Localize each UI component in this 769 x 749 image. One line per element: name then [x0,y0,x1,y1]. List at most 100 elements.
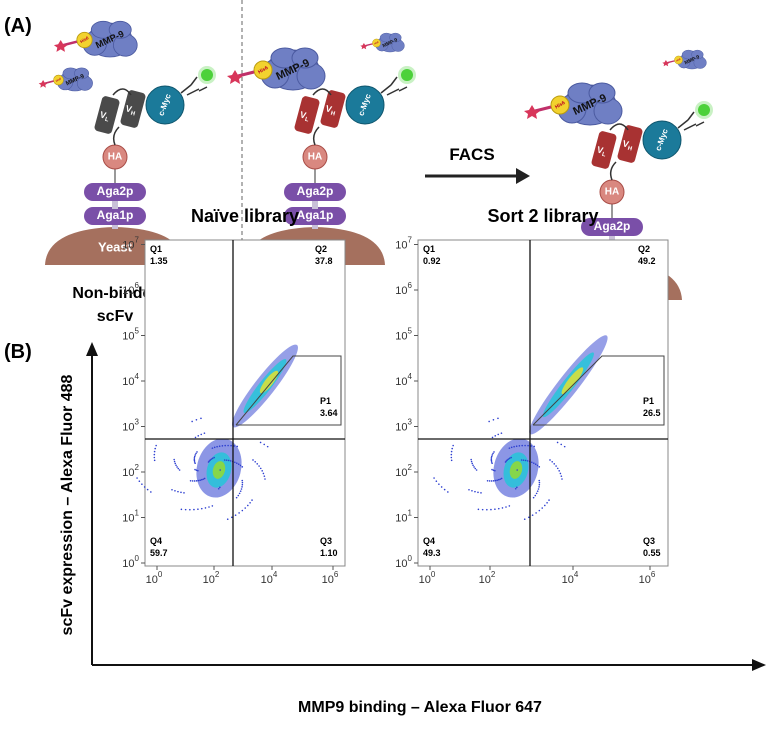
density-dot [174,490,176,492]
density-dot [252,459,254,461]
mmp9-lobe [389,32,402,43]
density-dot [191,480,194,482]
density-dot [490,480,493,482]
tag-star [227,70,243,84]
density-dot [548,499,550,501]
gate-value: 1.10 [320,548,338,558]
linker [62,40,78,47]
density-dot [497,417,499,420]
y-tick-label: 101 [395,509,412,525]
density-dot [178,469,181,471]
density-dot [490,459,493,462]
y-tick-label: 107 [395,236,412,252]
arrow-label: FACS [449,145,494,164]
density-dot [235,462,238,464]
x-tick-label: 102 [479,570,496,586]
density-dot [254,461,256,463]
x-tick-label: 104 [261,570,278,586]
density-dot [173,458,175,461]
density-dot [494,469,496,472]
density-dot [208,506,210,508]
tick-exp: 4 [273,570,278,579]
density-dot [223,459,226,461]
density-dot [516,486,518,489]
tick-exp: 7 [408,236,413,245]
density-dot [523,518,526,521]
density-dot [491,436,494,439]
y-tick-label: 103 [395,418,412,434]
tag-star [662,60,670,67]
density-dot [500,432,503,434]
tick-base: 10 [122,558,134,570]
density-dot [191,420,193,423]
density-dot [510,456,512,459]
density-dot [150,491,152,493]
density-dot [450,450,453,453]
density-dot [532,496,535,499]
tick-exp: 6 [651,570,656,579]
scfv-linker [112,88,132,96]
density-dot [435,480,438,482]
y-tick-label: 104 [395,372,412,388]
tick-base: 10 [395,422,407,434]
density-dot [141,483,143,485]
density-dot [241,483,244,486]
aga1p [84,207,146,225]
density-blob [212,461,226,479]
density-dot [563,445,566,448]
part-label: HA [308,152,322,163]
y-tick-label: 102 [395,463,412,479]
density-dot [480,492,482,494]
y-tick-label: 106 [395,281,412,297]
density-dot [551,461,553,463]
density-blob [509,461,523,479]
gate-name: Q4 [423,536,435,546]
v-sub: H [627,146,633,153]
tick-exp: 3 [135,418,140,427]
density-dot [486,508,488,511]
scfv-linker [312,88,332,96]
linker [365,43,373,47]
fluor-glow [695,101,713,119]
density-dot [490,461,493,463]
density-dot [492,469,495,471]
density-dot [174,462,177,465]
density-dot [473,466,475,468]
y-tick-label: 105 [395,327,412,343]
density-dot [199,479,201,482]
tick-exp: 6 [135,281,140,290]
density-dot [155,444,157,447]
density-dot [538,483,541,486]
antibody [180,76,208,96]
part-label: Yeast [98,239,133,254]
his-tag [76,31,93,49]
density-dot [560,443,563,446]
density-dot [227,459,230,462]
antibody [677,111,705,131]
density-dot [204,507,207,509]
density-dot [470,458,472,461]
density-dot [560,475,563,477]
density-dot [544,504,546,507]
density-dot [189,479,192,482]
density-dot [202,478,205,480]
density-dot [481,508,484,511]
tick-exp: 3 [408,418,413,427]
density-dot [486,479,489,482]
tick-exp: 6 [334,570,339,579]
density-dot [197,508,199,511]
density-dot [531,514,534,516]
density-dot [200,417,202,420]
density-dot [518,445,521,447]
density-dot [474,490,476,493]
v-domain-body [294,96,320,134]
x-tick-label: 102 [203,570,220,586]
density-dot [171,488,173,491]
cmyc [345,85,385,125]
density-dot [238,492,241,495]
tick-base: 10 [562,574,574,586]
density-dot [154,447,157,450]
density-dot [230,444,232,447]
tick-base: 10 [122,240,134,252]
density-dot [221,445,224,447]
